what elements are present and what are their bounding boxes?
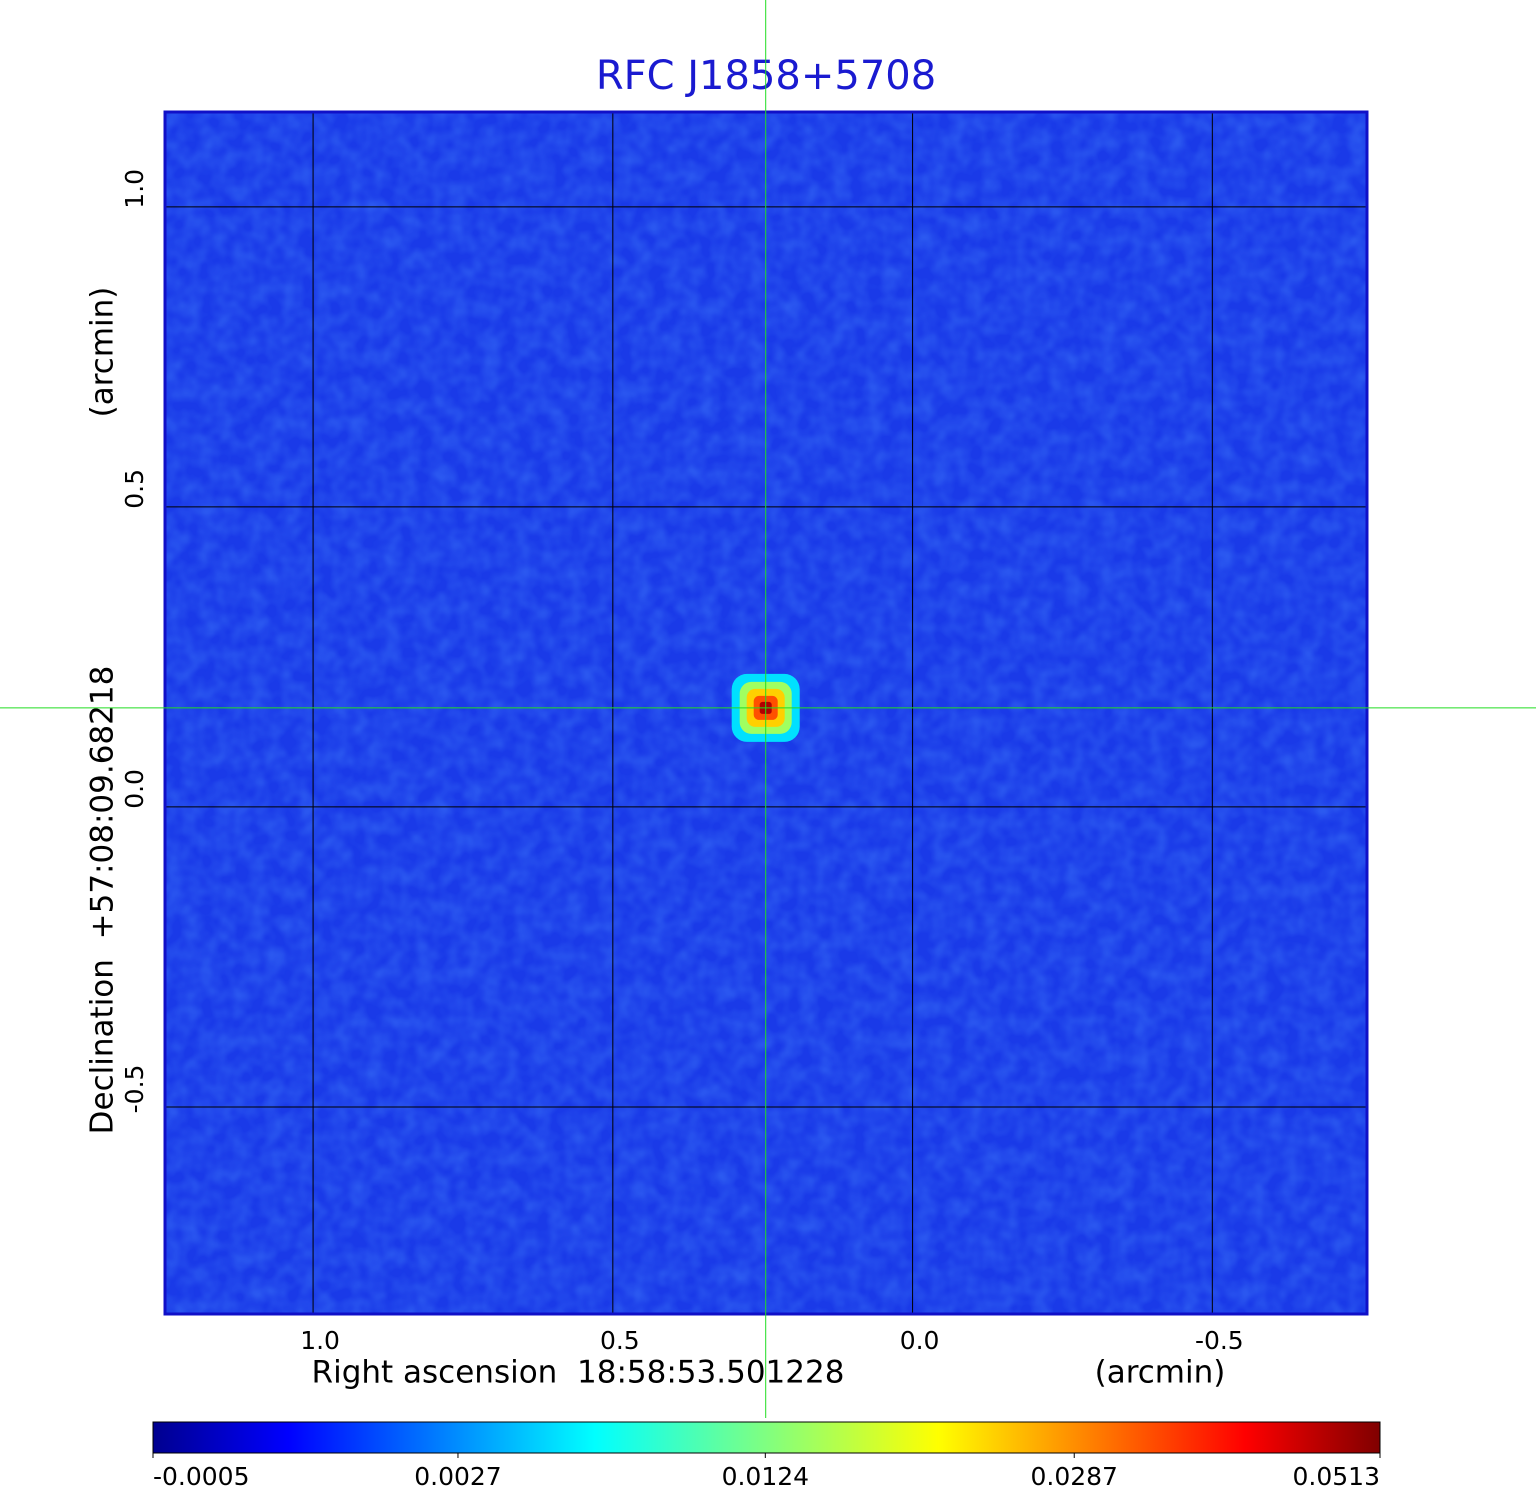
colorbar-tick-label: 0.0513: [1293, 1462, 1380, 1491]
y-tick-label: 0.5: [120, 469, 149, 509]
y-tick-label: 0.0: [120, 769, 149, 809]
x-axis-unit: (arcmin): [1095, 1355, 1226, 1391]
colorbar-tick-label: -0.0005: [153, 1462, 250, 1491]
x-tick-label: 0.5: [600, 1326, 640, 1355]
x-axis-label: Right ascension 18:58:53.501228: [312, 1355, 845, 1391]
x-tick-label: -0.5: [1195, 1326, 1244, 1355]
x-tick-label: 0.0: [900, 1326, 940, 1355]
y-tick-label: 1.0: [120, 169, 149, 209]
y-tick-label: -0.5: [120, 1065, 149, 1114]
y-axis-label: Declination +57:08:09.68218: [85, 666, 121, 1135]
x-tick-label: 1.0: [300, 1326, 340, 1355]
y-axis-unit: (arcmin): [85, 287, 121, 418]
colorbar-tick-label: 0.0027: [414, 1462, 501, 1491]
colorbar-tick-label: 0.0287: [1030, 1462, 1117, 1491]
colorbar-tick-label: 0.0124: [722, 1462, 809, 1491]
colorbar: [152, 1421, 1381, 1454]
